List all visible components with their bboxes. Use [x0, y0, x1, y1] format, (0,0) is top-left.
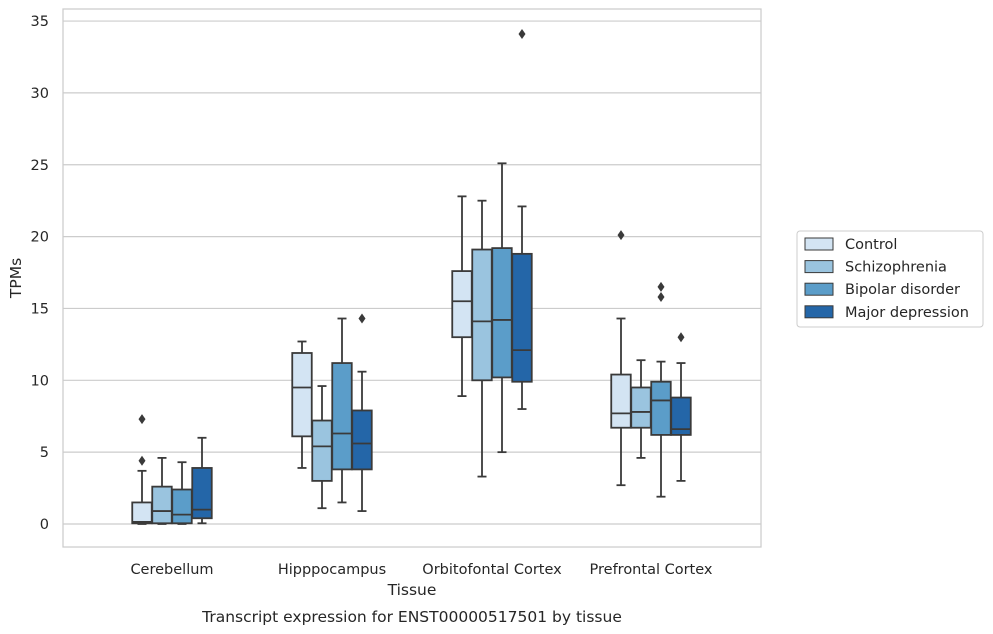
legend-item: Bipolar disorder [804, 282, 960, 298]
box-bipolar-disorder-1 [331, 317, 353, 504]
x-tick-label: Orbitofontal Cortex [422, 562, 562, 578]
x-tick-label: Prefrontal Cortex [590, 562, 713, 578]
iqr-box [131, 501, 153, 525]
iqr-box [171, 488, 193, 525]
iqr-box [670, 396, 692, 436]
x-tick-label: Cerebellum [130, 562, 213, 578]
iqr-box [511, 252, 533, 383]
outlier-point [657, 281, 665, 292]
y-tick-label: 20 [31, 230, 49, 246]
outlier-point [138, 455, 146, 466]
legend-items: Control Schizophrenia Bipolar disorder Majo… [804, 237, 969, 321]
iqr-box [351, 409, 373, 471]
box-bipolar-disorder-2 [491, 162, 513, 454]
boxes [131, 28, 692, 525]
legend-label: Major depression [845, 305, 969, 321]
iqr-box [191, 467, 213, 520]
y-tick-label: 0 [40, 517, 49, 533]
iqr-box [471, 248, 493, 382]
plot-frame [62, 8, 762, 548]
box-schizophrenia-1 [311, 385, 333, 510]
box-schizophrenia-0 [151, 456, 173, 525]
legend-label: Schizophrenia [845, 260, 947, 276]
y-tick-label: 35 [31, 14, 49, 30]
y-axis-ticks: 0 5 10 15 20 25 30 35 [31, 14, 49, 533]
iqr-box [291, 352, 313, 438]
y-tick-label: 15 [31, 301, 49, 317]
box-control-0 [131, 414, 153, 525]
box-bipolar-disorder-0 [171, 461, 193, 525]
legend-swatch [804, 282, 834, 296]
iqr-box [630, 386, 652, 429]
box-control-1 [291, 340, 313, 469]
y-tick-label: 30 [31, 86, 49, 102]
legend-label: Control [845, 237, 897, 253]
iqr-box [151, 485, 173, 525]
box-schizophrenia-3 [630, 359, 652, 459]
x-tick-label: Hipppocampus [278, 562, 386, 578]
box-major-depression-1 [351, 313, 373, 512]
x-axis-ticks: Cerebellum Hipppocampus Orbitofontal Corte… [130, 562, 712, 578]
outlier-point [358, 313, 366, 324]
box-control-3 [610, 230, 632, 487]
box-bipolar-disorder-3 [650, 281, 672, 498]
box-schizophrenia-2 [471, 199, 493, 478]
iqr-box [331, 362, 353, 471]
y-tick-label: 25 [31, 158, 49, 174]
legend-frame [796, 230, 984, 328]
outlier-point [657, 291, 665, 302]
legend: Control Schizophrenia Bipolar disorder Majo… [796, 230, 984, 328]
legend-swatch [804, 305, 834, 319]
legend-item: Control [804, 237, 897, 253]
gridlines [63, 20, 761, 525]
box-major-depression-3 [670, 332, 692, 482]
legend-item: Major depression [804, 305, 969, 321]
figure-caption: Transcript expression for ENST0000051750… [201, 608, 622, 626]
legend-swatch [804, 260, 834, 274]
x-axis-label: Tissue [387, 581, 437, 599]
box-major-depression-2 [511, 28, 533, 410]
y-axis-label: TPMs [7, 258, 25, 299]
y-tick-label: 10 [31, 373, 49, 389]
box-control-2 [451, 195, 473, 398]
y-tick-label: 5 [40, 445, 49, 461]
box-major-depression-0 [191, 436, 213, 525]
outlier-point [617, 230, 625, 241]
legend-item: Schizophrenia [804, 260, 947, 276]
iqr-box [451, 270, 473, 339]
iqr-box [610, 373, 632, 429]
legend-label: Bipolar disorder [845, 282, 960, 298]
iqr-box [650, 380, 672, 436]
legend-swatch [804, 237, 834, 251]
outlier-point [138, 414, 146, 425]
iqr-box [491, 247, 513, 379]
outlier-point [518, 28, 526, 39]
outlier-point [677, 332, 685, 343]
iqr-box [311, 419, 333, 482]
